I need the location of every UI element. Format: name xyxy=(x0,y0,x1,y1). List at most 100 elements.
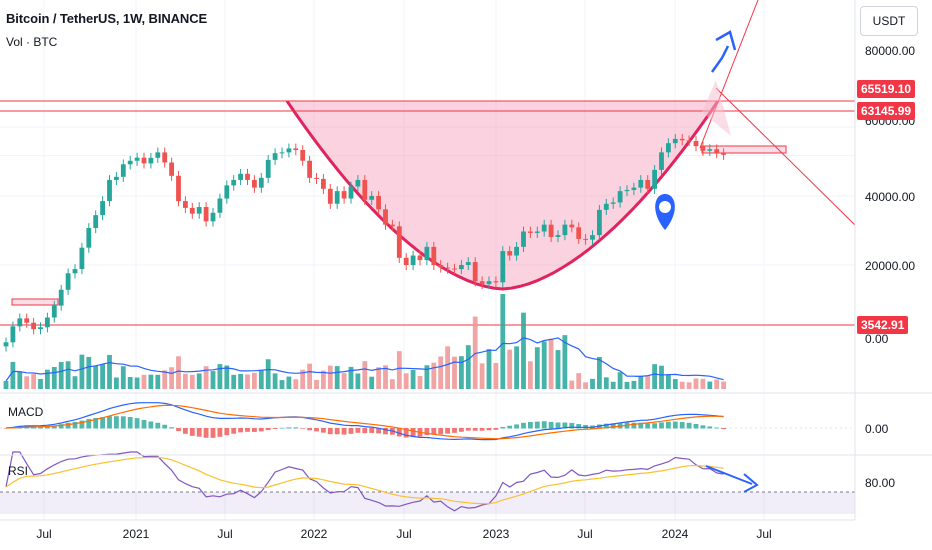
time-label: Jul xyxy=(396,527,412,541)
candle-body xyxy=(493,281,499,283)
candle-body xyxy=(314,177,319,179)
volume-bar xyxy=(155,374,161,389)
candle-body xyxy=(700,146,706,151)
macd-histogram-bar xyxy=(231,428,237,434)
macd-histogram-bar xyxy=(383,428,388,435)
macd-histogram-bar xyxy=(583,424,588,429)
volume-bar xyxy=(617,372,623,389)
candle-body xyxy=(196,207,202,214)
macd-histogram-bar xyxy=(569,422,575,429)
trend-line-up xyxy=(699,0,759,149)
macd-histogram-bar xyxy=(431,428,437,435)
macd-histogram-bar xyxy=(528,421,533,429)
candle-body xyxy=(114,176,119,180)
macd-histogram-bar xyxy=(721,428,726,430)
volume-bar xyxy=(376,367,381,389)
macd-histogram-bar xyxy=(224,428,230,436)
candle-body xyxy=(603,203,609,210)
candle-body xyxy=(548,224,554,237)
pane-separators xyxy=(0,0,932,521)
volume-bar xyxy=(507,349,513,389)
volume-bar xyxy=(493,362,499,389)
volume-bar xyxy=(3,381,9,389)
macd-histogram-bar xyxy=(610,423,616,429)
volume-bar xyxy=(217,364,223,389)
candle-body xyxy=(631,187,637,190)
time-label: Jul xyxy=(217,527,233,541)
macd-histogram-bar xyxy=(189,428,195,436)
volume-bar xyxy=(424,365,430,389)
volume-bar xyxy=(79,354,85,389)
volume-axis-label: 0.00 xyxy=(865,332,889,346)
macd-histogram-bar xyxy=(603,423,609,429)
volume-bar xyxy=(141,374,147,389)
volume-bar xyxy=(348,366,354,389)
volume-bar xyxy=(369,376,375,389)
volume-indicator-label[interactable]: Vol · BTC xyxy=(6,35,58,49)
macd-histogram-bar xyxy=(252,428,257,432)
time-label: Jul xyxy=(36,527,52,541)
volume-bar xyxy=(341,373,347,389)
volume-bar xyxy=(314,379,319,389)
candle-body xyxy=(279,152,285,154)
volume-bar xyxy=(114,377,119,389)
macd-histogram-bar xyxy=(555,422,561,429)
volume-bar xyxy=(700,378,706,389)
volume-bar xyxy=(334,366,340,389)
macd-histogram-bar xyxy=(452,428,457,433)
macd-label[interactable]: MACD xyxy=(8,405,44,419)
volume-bar xyxy=(272,373,278,389)
price-tag-high: 65519.10 xyxy=(857,80,916,98)
volume-bar xyxy=(714,379,720,389)
rsi-divergence-arrow-head xyxy=(743,473,759,493)
volume-bar xyxy=(300,369,306,389)
macd-histogram-bar xyxy=(148,421,154,429)
candle-body xyxy=(452,268,457,270)
volume-bar xyxy=(521,312,526,389)
volume-bar xyxy=(286,376,292,389)
volume-bar xyxy=(465,345,471,389)
candle-body xyxy=(169,162,174,176)
candle-body xyxy=(307,160,312,178)
macd-line xyxy=(5,402,724,441)
candle-body xyxy=(24,318,30,323)
volume-bar xyxy=(224,365,230,389)
volume-bar xyxy=(645,375,651,389)
candle-body xyxy=(541,224,547,232)
volume-bar xyxy=(659,365,664,389)
candle-body xyxy=(162,152,168,163)
candle-body xyxy=(459,265,464,270)
volume-bar xyxy=(590,378,595,389)
early-box xyxy=(11,298,59,306)
macd-histogram-bar xyxy=(307,428,312,431)
candle-body xyxy=(183,201,188,208)
macd-histogram-bar xyxy=(638,422,644,429)
volume-bar xyxy=(279,380,285,389)
location-marker-dot xyxy=(659,201,671,213)
volume-bar xyxy=(445,346,450,389)
candle-body xyxy=(714,149,720,154)
time-label: 2023 xyxy=(482,527,510,541)
macd-histogram-bar xyxy=(210,428,216,438)
candle-body xyxy=(638,179,644,188)
volume-bar xyxy=(38,378,43,389)
volume-bar xyxy=(355,373,361,389)
candle-body xyxy=(431,246,437,265)
volume-bar xyxy=(472,316,478,389)
macd-histogram-bar xyxy=(514,424,519,429)
volume-bar xyxy=(528,361,533,389)
volume-bar xyxy=(431,362,437,389)
volume-bar xyxy=(86,356,92,389)
rising-wedge xyxy=(702,80,731,136)
candle-body xyxy=(583,238,588,240)
volume-bars xyxy=(3,294,726,389)
macd-histogram-bar xyxy=(631,422,637,429)
candle-body xyxy=(369,196,375,200)
candle-body xyxy=(686,140,692,142)
currency-button[interactable]: USDT xyxy=(860,6,918,36)
candle-body xyxy=(707,149,713,151)
macd-histogram-bar xyxy=(465,428,471,431)
rsi-label[interactable]: RSI xyxy=(8,464,29,478)
candle-body xyxy=(45,317,50,328)
macd-histogram-bar xyxy=(100,417,105,429)
